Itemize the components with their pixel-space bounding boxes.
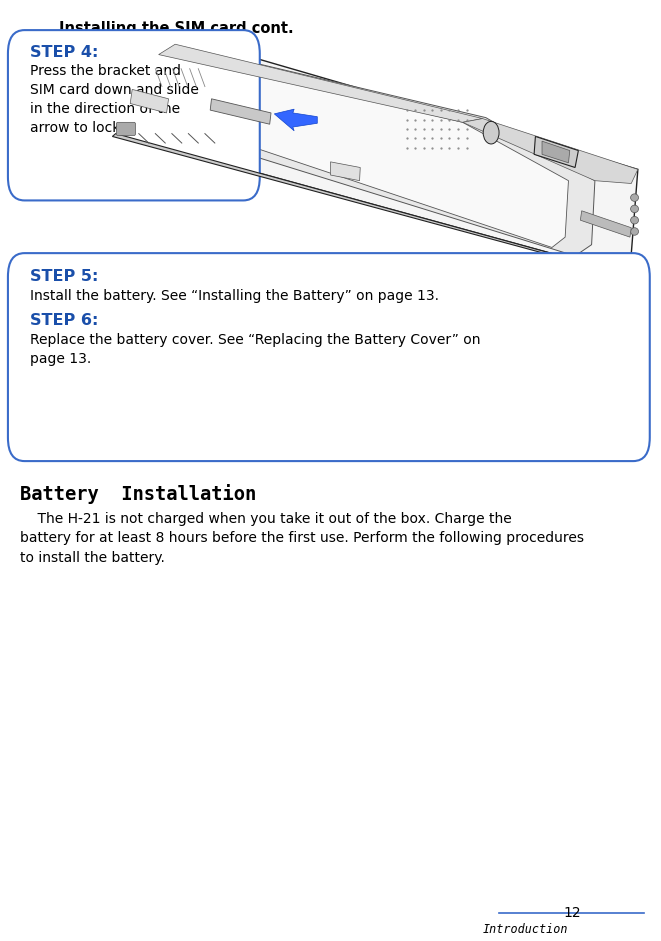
- Ellipse shape: [631, 216, 639, 224]
- Polygon shape: [463, 119, 638, 183]
- Text: Press the bracket and
SIM card down and slide
in the direction of the
arrow to l: Press the bracket and SIM card down and …: [30, 64, 198, 135]
- Polygon shape: [132, 44, 595, 256]
- Polygon shape: [112, 134, 588, 263]
- Polygon shape: [274, 109, 317, 131]
- Text: The H-21 is not charged when you take it out of the box. Charge the
battery for : The H-21 is not charged when you take it…: [20, 512, 584, 565]
- Circle shape: [483, 121, 499, 144]
- Ellipse shape: [631, 205, 639, 213]
- Polygon shape: [142, 55, 568, 247]
- Polygon shape: [116, 33, 638, 263]
- Ellipse shape: [631, 194, 639, 201]
- Text: STEP 5:: STEP 5:: [30, 269, 98, 284]
- Text: Install the battery. See “Installing the Battery” on page 13.: Install the battery. See “Installing the…: [30, 289, 439, 303]
- Text: Introduction: Introduction: [483, 923, 568, 936]
- Ellipse shape: [631, 228, 639, 235]
- FancyBboxPatch shape: [8, 253, 650, 461]
- Text: Battery  Installation: Battery Installation: [20, 484, 256, 503]
- FancyBboxPatch shape: [116, 122, 136, 136]
- Polygon shape: [330, 162, 360, 181]
- Text: Installing the SIM card cont.: Installing the SIM card cont.: [59, 21, 294, 36]
- Polygon shape: [542, 141, 570, 163]
- Polygon shape: [130, 89, 169, 113]
- Text: STEP 4:: STEP 4:: [30, 45, 98, 60]
- Polygon shape: [580, 211, 631, 237]
- Polygon shape: [534, 136, 578, 167]
- Text: 12: 12: [563, 906, 580, 920]
- Text: STEP 6:: STEP 6:: [30, 313, 98, 328]
- FancyBboxPatch shape: [8, 30, 260, 200]
- Polygon shape: [159, 44, 483, 122]
- Polygon shape: [210, 99, 271, 124]
- Text: Replace the battery cover. See “Replacing the Battery Cover” on
page 13.: Replace the battery cover. See “Replacin…: [30, 333, 481, 366]
